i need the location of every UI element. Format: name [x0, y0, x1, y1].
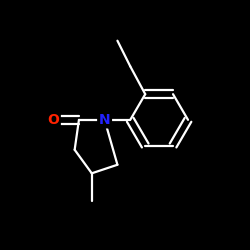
Text: N: N — [99, 113, 110, 127]
Text: O: O — [47, 113, 59, 127]
